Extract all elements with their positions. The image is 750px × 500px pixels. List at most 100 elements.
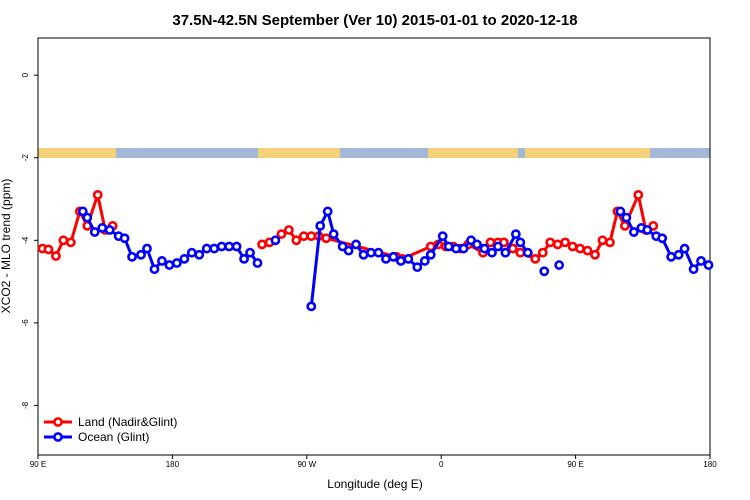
data-point [270,235,281,246]
data-point [119,233,130,244]
x-tick-label: 0 [439,460,444,469]
data-point [560,237,571,248]
data-point [575,243,585,254]
legend-label: Land (Nadir&Glint) [78,415,177,429]
data-point [679,243,690,254]
data-point [437,231,448,242]
land-band [38,148,116,158]
data-point [696,256,706,266]
data-point [306,301,317,312]
data-point [186,247,197,258]
data-point [673,249,684,260]
x-axis-label: Longitude (deg E) [327,477,422,491]
data-point [231,241,242,252]
y-tick-label: 0 [21,72,30,77]
data-point [343,245,354,256]
y-axis-label: XCO2 - MLO trend (ppm) [0,179,13,314]
data-point [321,233,332,244]
data-point [315,220,326,231]
data-point [179,253,190,264]
data-point [157,256,167,266]
data-point [567,241,578,252]
data-point [530,253,541,264]
data-point [291,235,302,246]
data-point [381,253,391,264]
data-point [201,243,212,254]
data-point [688,264,699,275]
data-point [245,247,255,258]
data-point [642,225,653,235]
data-point [82,212,93,223]
data-point [479,243,490,254]
data-point [403,253,414,264]
data-point [500,247,511,258]
data-point [443,241,454,252]
data-point [366,247,376,258]
data-point [539,266,550,277]
data-point [522,247,533,258]
data-point [510,229,521,240]
y-tick-label: -2 [21,154,30,162]
data-point [306,231,317,242]
data-point [590,249,600,260]
data-point [515,247,526,258]
data-point [412,262,423,273]
data-point [89,227,100,237]
x-tick-label: 180 [703,460,717,469]
data-point [171,258,182,268]
data-point [633,189,644,200]
data-point [582,245,593,256]
data-point [149,264,160,275]
land-band [428,148,518,158]
x-tick-label: 90 W [297,460,316,469]
data-point [51,251,61,261]
data-point [104,225,115,235]
data-point [209,243,220,254]
legend-marker [53,432,63,442]
data-point [515,237,526,248]
data-point [451,243,462,254]
data-point [619,220,630,231]
land-band [525,148,650,158]
data-point [224,241,235,252]
data-point [597,235,608,246]
data-point [373,247,384,258]
data-point [252,258,263,268]
data-point [328,229,339,240]
x-tick-label: 180 [166,460,180,469]
data-point [485,237,496,248]
data-point [458,243,469,254]
data-point [358,249,369,260]
plot-frame [37,37,711,456]
data-point [545,237,556,248]
data-point [628,227,639,237]
chart-title: 37.5N-42.5N September (Ver 10) 2015-01-0… [172,12,577,29]
data-point [395,256,406,266]
data-point [92,189,103,200]
data-point [703,260,714,270]
data-point [322,206,333,217]
data-point [388,251,399,262]
y-tick-label: -6 [21,319,30,327]
data-point [283,225,294,235]
data-point [276,229,287,240]
data-point [298,231,309,242]
data-point [666,251,677,262]
data-point [77,206,88,217]
y-tick-label: -4 [21,236,30,244]
data-point [605,237,615,248]
data-point [194,249,205,260]
data-point [164,260,175,270]
data-point [58,235,69,246]
data-point [142,243,152,254]
data-point [351,239,361,250]
x-tick-label: 90 E [30,460,46,469]
data-point [537,247,548,258]
data-point [615,206,626,217]
data-point [257,239,267,250]
land-ocean-strip [38,148,710,158]
x-tick-label: 90 E [567,460,583,469]
data-point [43,244,54,255]
land-band [258,148,340,158]
